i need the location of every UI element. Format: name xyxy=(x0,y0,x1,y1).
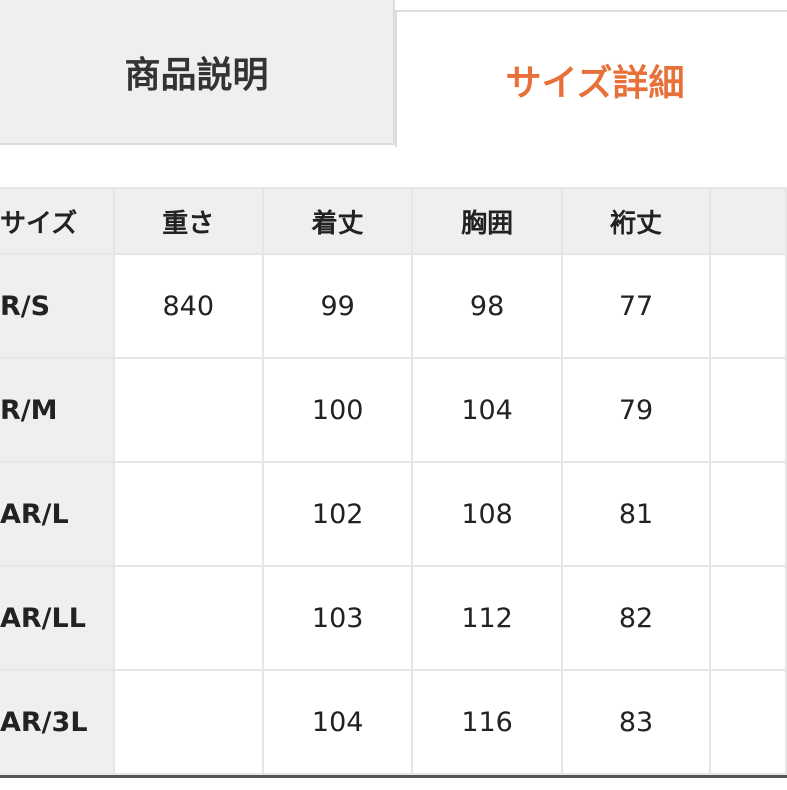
table-cell: 102 xyxy=(261,461,414,567)
table-cell: 112 xyxy=(411,565,563,671)
table-row: R/S 840 99 98 77 xyxy=(0,253,787,359)
size-table: サイズ 重さ 着丈 胸囲 裄丈 R/S 840 99 98 77 R/M 100 104 79 AR/L 1… xyxy=(0,187,787,775)
table-cell: 103 xyxy=(261,565,414,671)
table-cell: 82 xyxy=(560,565,712,671)
table-header-row: サイズ 重さ 着丈 胸囲 裄丈 xyxy=(0,187,787,255)
table-cell: 108 xyxy=(411,461,563,567)
table-cell xyxy=(112,565,264,671)
table-cell: 100 xyxy=(261,357,414,463)
column-header: 重さ xyxy=(112,187,264,255)
table-cell: 104 xyxy=(411,357,563,463)
table-cell: 79 xyxy=(560,357,712,463)
size-label-cell: R/S xyxy=(0,253,115,359)
size-label-cell: R/M xyxy=(0,357,115,463)
column-header: サイズ xyxy=(0,187,115,255)
table-row: AR/3L 104 116 83 xyxy=(0,669,787,775)
tab-label: 商品説明 xyxy=(124,54,269,96)
table-cell xyxy=(112,461,264,567)
table-cell xyxy=(709,253,787,359)
table-cell: 840 xyxy=(112,253,264,359)
table-cell: 77 xyxy=(560,253,712,359)
table-cell: 98 xyxy=(411,253,563,359)
column-header: 裄丈 xyxy=(560,187,712,255)
size-label-cell: AR/LL xyxy=(0,565,115,671)
tab-product-description[interactable]: 商品説明 xyxy=(0,0,395,145)
table-cell xyxy=(112,357,264,463)
table-cell: 104 xyxy=(261,669,414,775)
table-cell: 99 xyxy=(261,253,414,359)
column-header: 胸囲 xyxy=(411,187,563,255)
bottom-divider xyxy=(0,775,787,790)
column-header xyxy=(709,187,787,255)
tab-label: サイズ詳細 xyxy=(505,62,685,104)
column-header: 着丈 xyxy=(261,187,414,255)
table-cell xyxy=(112,669,264,775)
table-cell: 81 xyxy=(560,461,712,567)
table-cell: 116 xyxy=(411,669,563,775)
tab-size-details[interactable]: サイズ詳細 xyxy=(395,10,787,147)
table-cell xyxy=(709,461,787,567)
table-row: AR/LL 103 112 82 xyxy=(0,565,787,671)
table-row: R/M 100 104 79 xyxy=(0,357,787,463)
table-cell xyxy=(709,669,787,775)
table-cell: 83 xyxy=(560,669,712,775)
size-label-cell: AR/L xyxy=(0,461,115,567)
size-label-cell: AR/3L xyxy=(0,669,115,775)
table-cell xyxy=(709,565,787,671)
table-cell xyxy=(709,357,787,463)
table-row: AR/L 102 108 81 xyxy=(0,461,787,567)
